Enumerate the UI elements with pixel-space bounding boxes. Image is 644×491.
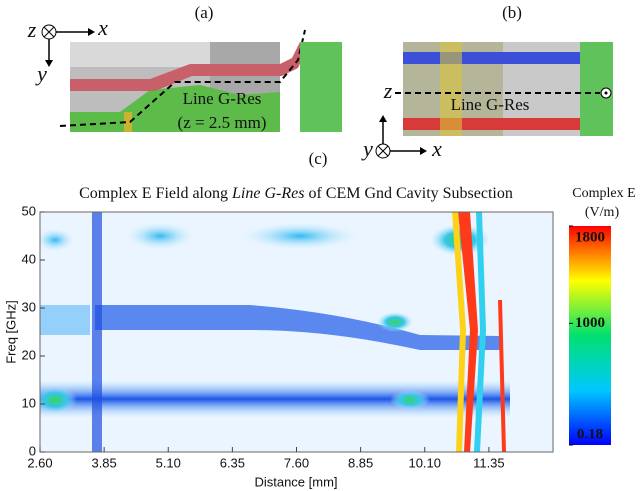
colorbar-tick-label: 1000	[575, 315, 605, 331]
field-band	[92, 212, 102, 452]
field-blob	[240, 222, 360, 250]
axis-label: x	[97, 15, 108, 40]
title-part: Line G-Res	[231, 185, 304, 202]
y-tick-label: 0	[29, 443, 36, 458]
field	[40, 212, 553, 452]
chart-title: Complex E Field along Line G-Res of CEM …	[79, 185, 513, 202]
x-tick-label: 2.60	[27, 455, 52, 470]
render	[403, 118, 583, 130]
x-tick-label: 5.10	[156, 455, 181, 470]
panel-label: (b)	[502, 3, 522, 22]
y-tick-label: 20	[22, 347, 36, 362]
line-label: Line G-Res	[451, 95, 530, 114]
render	[70, 42, 310, 91]
field-band	[40, 380, 510, 418]
axis-icon	[43, 26, 55, 38]
axis-icon	[48, 31, 88, 60]
render	[300, 42, 342, 132]
colorbar-title: (V/m)	[585, 205, 620, 220]
render	[124, 112, 132, 132]
field-band	[498, 299, 506, 452]
field-blob	[125, 222, 195, 250]
y-tick-label: 40	[22, 251, 36, 266]
axis-icon	[382, 122, 420, 152]
axis-icon	[45, 28, 95, 67]
axis-icon	[379, 115, 427, 155]
field-band	[458, 212, 478, 452]
x-tick-label: 10.10	[408, 455, 441, 470]
y-axis-label: Freq [GHz]	[3, 300, 18, 364]
field-blob	[430, 224, 490, 256]
colorbar-tick-label: 1800	[575, 229, 605, 245]
axis-label: z	[383, 78, 393, 103]
colorbar-title: Complex E	[572, 186, 635, 201]
line-path	[59, 29, 306, 127]
axis-label: x	[431, 136, 442, 161]
axis-icon	[604, 91, 608, 95]
y-tick-label: 50	[22, 203, 36, 218]
field-band	[40, 305, 90, 335]
x-tick-label: 11.35	[473, 455, 505, 470]
field-blob	[40, 228, 75, 252]
colorbar-tick-label: 0.18	[577, 426, 603, 442]
panel-label: (c)	[309, 149, 328, 168]
field-band	[474, 212, 486, 452]
x-axis-label: Distance [mm]	[254, 474, 337, 489]
axis-label: y	[35, 61, 47, 86]
field-blob	[40, 386, 77, 414]
title-part: of CEM Gnd Cavity Subsection	[308, 185, 512, 202]
field-band	[95, 305, 500, 350]
x-tick-label: 6.35	[220, 455, 245, 470]
note: (z = 2.5 mm)	[178, 113, 267, 132]
render	[440, 42, 462, 136]
colorbar	[569, 226, 611, 445]
field-blob	[377, 312, 413, 332]
panel-b: (b) z Line G-Res y x	[361, 3, 613, 161]
field-band	[452, 212, 466, 452]
title-part: Complex E Field along	[79, 185, 228, 202]
field-blob	[390, 390, 430, 410]
x-tick-label: 8.85	[348, 455, 373, 470]
panel-label: (a)	[195, 3, 214, 22]
x-tick-label: 7.60	[284, 455, 309, 470]
line-label: Line G-Res	[183, 89, 262, 108]
panel-a: (a) Line G-Res (z = 2.5 mm) z x y	[27, 3, 342, 132]
x-tick-label: 3.85	[91, 455, 116, 470]
render	[70, 85, 280, 132]
y-tick-label: 10	[22, 395, 36, 410]
axis-icon	[377, 145, 389, 157]
y-tick-label: 30	[22, 299, 36, 314]
render	[403, 52, 583, 64]
axis-label: z	[27, 17, 37, 42]
axis-label: y	[361, 136, 373, 161]
